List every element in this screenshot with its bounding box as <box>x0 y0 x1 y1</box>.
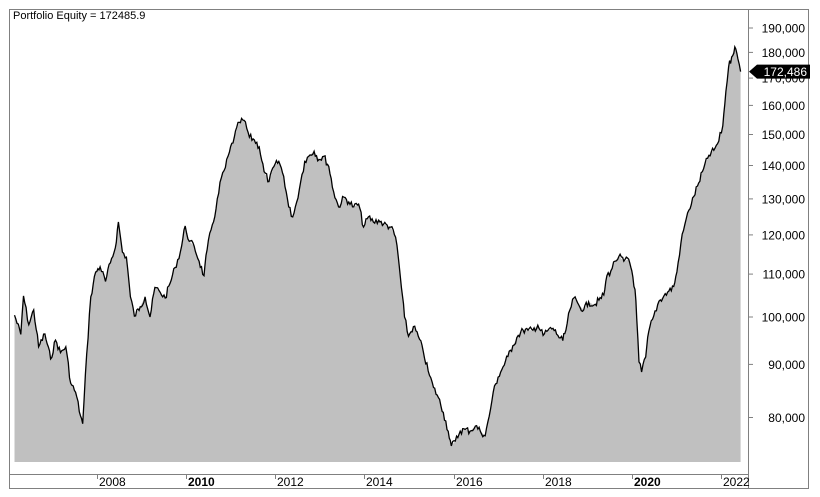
y-axis: 80,000 90,000 100,000 110,000 120,000 130,000… <box>749 22 806 425</box>
x-tick-label: 2016 <box>456 475 483 489</box>
chart-title: Portfolio Equity = 172485.9 <box>13 10 146 22</box>
x-tick-label: 2020 <box>634 475 661 489</box>
y-tick-label: 90,000 <box>768 358 805 372</box>
x-tick-label: 2014 <box>366 475 393 489</box>
y-tick-label: 80,000 <box>768 411 805 425</box>
x-tick-label: 2022 <box>723 475 750 489</box>
x-tick-label: 2010 <box>188 475 215 489</box>
x-tick-label: 2018 <box>545 475 572 489</box>
y-tick-label: 180,000 <box>762 46 806 60</box>
equity-line <box>13 44 742 447</box>
last-value-label: 172,486 <box>764 65 808 79</box>
y-tick-label: 100,000 <box>762 311 806 325</box>
y-tick-label: 190,000 <box>762 22 806 36</box>
equity-area-fill <box>14 46 741 463</box>
x-tick-label: 2008 <box>99 475 126 489</box>
x-axis: 2008 2010 2012 2014 2016 2018 2020 2022 <box>97 475 750 489</box>
y-tick-label: 130,000 <box>762 192 806 206</box>
equity-line-path <box>13 44 742 447</box>
x-tick-label: 2012 <box>277 475 304 489</box>
last-value-arrow <box>749 64 810 79</box>
y-tick-label: 120,000 <box>762 228 806 242</box>
y-tick-label: 150,000 <box>762 128 806 142</box>
equity-area <box>14 46 741 463</box>
y-tick-label: 160,000 <box>762 99 806 113</box>
y-tick-label: 140,000 <box>762 159 806 173</box>
last-value-marker: 172,486 <box>749 64 810 79</box>
y-tick-label: 110,000 <box>763 268 806 282</box>
